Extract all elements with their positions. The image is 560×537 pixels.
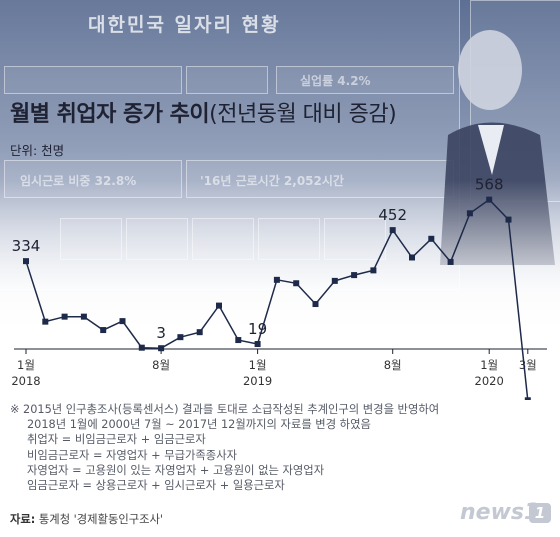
data-label-2020-01: 568 — [475, 176, 504, 194]
footnote-2: 2018년 1월에 2000년 7월 ~ 2017년 12월까지의 자료를 변경… — [27, 418, 371, 432]
data-point-2020-03 — [524, 397, 531, 400]
data-point-2018-04 — [80, 313, 87, 320]
chart-title-sub: (전년동월 대비 증감) — [209, 102, 397, 127]
x-tick-label-2020-03: 3월 — [519, 358, 537, 372]
data-point-2020-02 — [505, 216, 512, 223]
data-point-2018-03 — [61, 313, 68, 320]
x-tick-label-2019-01: 1월 — [249, 358, 267, 372]
data-point-2019-09 — [409, 254, 415, 261]
data-point-2018-07 — [138, 344, 145, 351]
x-year-label-2020: 2020 — [475, 374, 504, 388]
data-point-2019-10 — [428, 235, 435, 242]
data-point-2019-07 — [370, 267, 377, 274]
data-point-2018-12 — [235, 337, 242, 344]
data-label-2018-08: 3 — [156, 324, 166, 342]
footnote-3: 취업자 = 비임금근로자 + 임금근로자 — [27, 433, 206, 447]
news1-logo: news1 — [460, 500, 540, 525]
x-tick-label-2018-08: 8월 — [152, 358, 170, 372]
data-point-2019-11 — [447, 258, 454, 265]
chart-title-main: 월별 취업자 증가 추이 — [10, 102, 210, 127]
data-label-2019-01: 19 — [248, 320, 267, 338]
x-tick-label-2018-01: 1월 — [17, 358, 35, 372]
footnotes: ※ 2015년 인구총조사(등록센서스) 결과를 토대로 소급작성된 추계인구의… — [10, 402, 530, 493]
data-point-2018-02 — [42, 318, 49, 325]
series-line — [25, 198, 529, 400]
news1-logo-mark: 1 — [529, 503, 551, 523]
data-point-2019-05 — [331, 277, 338, 284]
data-point-2018-05 — [100, 327, 107, 334]
data-point-2018-11 — [216, 302, 222, 309]
footnote-5: 자영업자 = 고용원이 있는 자영업자 + 고용원이 없는 자영업자 — [27, 463, 325, 477]
data-label-2018-01: 334 — [12, 237, 41, 255]
footnote-4: 비임금근로자 = 자영업자 + 무급가족종사자 — [27, 448, 237, 462]
background-board-title: 대한민국 일자리 현황 — [88, 14, 281, 36]
footnote-1: ※ 2015년 인구총조사(등록센서스) 결과를 토대로 소급작성된 추계인구의… — [10, 403, 440, 416]
x-year-label-2018: 2018 — [11, 374, 40, 388]
chart-title: 월별 취업자 증가 추이(전년동월 대비 증감) — [10, 96, 397, 128]
source-line: 자료: 통계청 '경제활동인구조사' — [10, 511, 163, 527]
x-year-label-2019: 2019 — [243, 374, 272, 388]
data-point-2019-06 — [351, 272, 358, 279]
footnote-6: 임금근로자 = 상용근로자 + 임시근로자 + 일용근로자 — [27, 479, 285, 493]
source-text: 통계청 '경제활동인구조사' — [38, 513, 164, 526]
data-point-2018-09 — [177, 334, 184, 341]
data-point-2019-12 — [466, 210, 473, 217]
data-point-2019-04 — [312, 301, 319, 308]
data-point-2020-01 — [486, 196, 493, 203]
x-tick-label-2019-08: 8월 — [384, 358, 402, 372]
data-point-2019-03 — [293, 280, 300, 287]
data-point-2019-01 — [254, 341, 261, 348]
data-point-2018-06 — [119, 318, 126, 325]
data-point-2018-10 — [196, 329, 203, 336]
source-label: 자료: — [10, 513, 36, 526]
data-point-2018-01 — [23, 258, 29, 265]
data-point-2019-02 — [273, 276, 280, 283]
data-point-2019-08 — [389, 227, 396, 234]
background-photo: 대한민국 일자리 현황 실업률 4.2% 임시근로 비중 32.8% '16년 … — [0, 0, 560, 330]
data-point-2018-08 — [158, 345, 165, 352]
unit-label: 단위: 천명 — [10, 143, 65, 158]
x-tick-label-2020-01: 1월 — [480, 358, 498, 372]
data-label-2019-08: 452 — [378, 206, 407, 224]
